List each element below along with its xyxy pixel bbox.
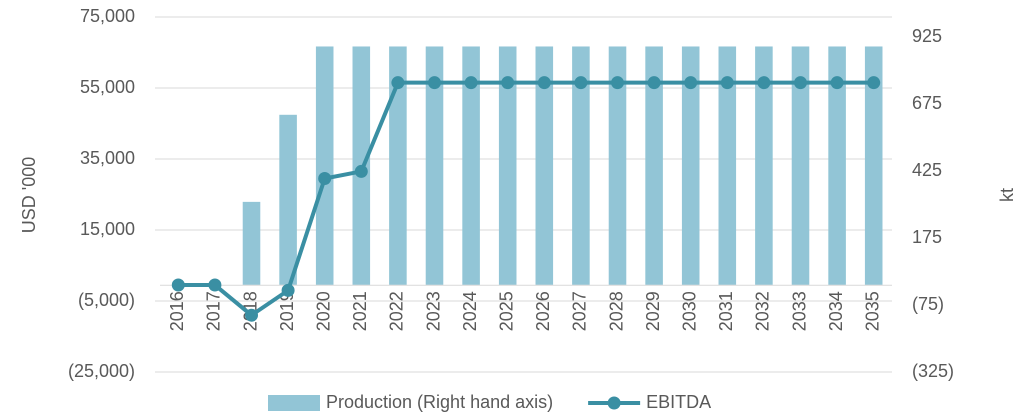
x-tick-label: 2021 [350,291,370,331]
bar [242,201,261,285]
bar [718,46,737,285]
bar [864,46,883,285]
line-point [464,76,478,90]
line-point [281,283,295,297]
x-tick-label: 2031 [716,291,736,331]
x-tick-label: 2024 [460,291,480,331]
line-point [208,278,222,292]
line-point [391,76,405,90]
x-tick-label: 2030 [679,291,699,331]
legend-label: Production (Right hand axis) [326,392,553,412]
x-tick-label: 2022 [387,291,407,331]
legend-swatch-marker [607,396,621,410]
line-point [867,76,881,90]
line-point [501,76,515,90]
x-tick-label: 2028 [606,291,626,331]
bar [608,46,627,285]
bar [828,46,846,285]
y-tick-label: (25,000) [68,361,135,381]
x-tick-label: 2034 [826,291,846,331]
line-point [354,164,368,178]
bar [572,46,590,285]
y-axis-title: USD '000 [19,157,39,233]
x-tick-label: 2019 [277,291,297,331]
y2-tick-label: 175 [912,227,942,247]
line-point [574,76,588,90]
y2-tick-label: 925 [912,26,942,46]
bar [645,46,663,285]
y-tick-label: 15,000 [80,219,135,239]
x-tick-label: 2017 [204,291,224,331]
line-point [537,76,551,90]
y-tick-label: 35,000 [80,148,135,168]
y-tick-label: 75,000 [80,6,135,26]
x-tick-label: 2027 [570,291,590,331]
line-point [684,76,698,90]
y2-tick-label: (325) [912,361,954,381]
line-point [720,76,734,90]
x-tick-label: 2032 [753,291,773,331]
bar [462,46,480,285]
line-point [794,76,807,90]
legend-swatch [268,395,320,411]
bar [791,46,810,285]
x-tick-label: 2026 [533,291,553,331]
y2-axis-title: kt [997,188,1017,202]
x-tick-label: 2029 [643,291,663,331]
line-point [647,76,661,90]
y-tick-label: (5,000) [78,290,135,310]
line-point [245,308,258,322]
line-point [428,76,441,90]
x-tick-label: 2016 [167,291,187,331]
bar [425,46,444,285]
y2-tick-label: 425 [912,160,942,180]
bar [535,46,554,285]
x-tick-label: 2033 [789,291,809,331]
bar [389,46,407,285]
bar [279,114,297,285]
bar [498,46,517,285]
y2-tick-label: 675 [912,93,942,113]
bar [681,46,700,285]
bar [315,46,334,285]
x-tick-label: 2023 [423,291,443,331]
y-tick-label: 55,000 [80,77,135,97]
line-point [830,76,844,90]
legend-label: EBITDA [646,392,711,412]
x-tick-label: 2035 [862,291,882,331]
y2-tick-label: (75) [912,294,944,314]
line-point [171,278,185,292]
x-tick-label: 2020 [313,291,333,331]
line-point [318,172,332,186]
line-point [611,76,624,90]
bar [755,46,773,285]
x-tick-label: 2025 [496,291,516,331]
line-point [757,76,771,90]
